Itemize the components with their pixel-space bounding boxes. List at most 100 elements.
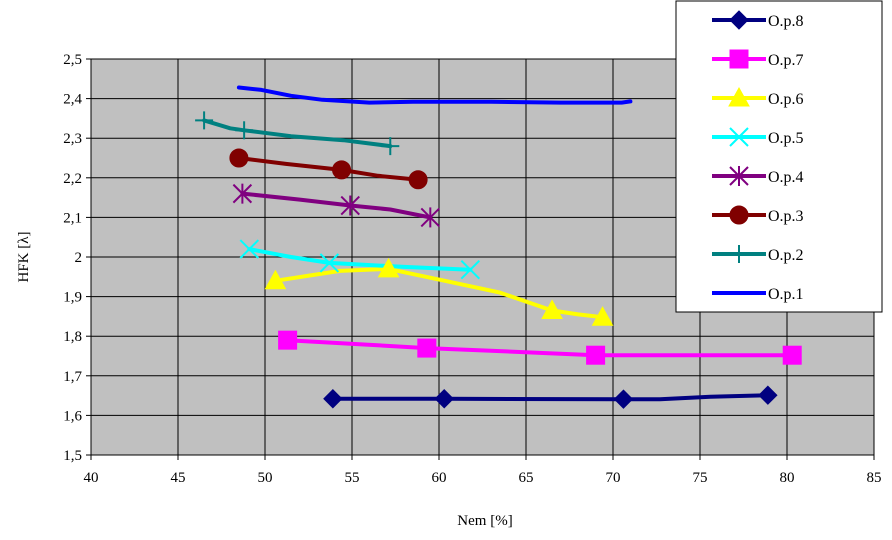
- triangle-marker-shape: [541, 299, 563, 319]
- diamond-marker-shape: [729, 10, 749, 30]
- legend-label: O.p.6: [768, 91, 804, 108]
- point-o-p-4: [232, 183, 253, 204]
- x-tick-label: 70: [606, 470, 621, 486]
- series-line-o-p-1: [236, 85, 633, 105]
- triangle-marker-shape: [728, 86, 750, 107]
- point-o-p-5: [460, 259, 481, 280]
- legend-item-o-p-6: O.p.6: [712, 86, 804, 108]
- diamond-marker-shape: [613, 389, 634, 409]
- circle-marker-shape: [332, 160, 352, 180]
- square-marker-shape: [729, 49, 749, 69]
- legend-marker: [729, 10, 749, 30]
- y-tick-label: 1,8: [63, 329, 82, 345]
- y-tick-label: 2,1: [63, 210, 82, 226]
- series-line-o-p-6: [273, 266, 605, 320]
- point-o-p-4: [340, 195, 360, 216]
- point-o-p-6: [264, 269, 287, 290]
- point-o-p-8: [613, 389, 634, 409]
- point-o-p-3: [229, 148, 249, 168]
- point-o-p-2: [235, 121, 254, 140]
- legend-item-o-p-4: O.p.4: [712, 166, 804, 186]
- point-o-p-5: [239, 239, 260, 259]
- x-tick-label: 50: [258, 470, 273, 486]
- diamond-marker-shape: [323, 389, 343, 409]
- x-tick-label: 40: [84, 470, 99, 486]
- x-tick-label: 60: [432, 470, 447, 486]
- legend-item-o-p-2: O.p.2: [712, 245, 804, 264]
- x-tick-label: 65: [519, 470, 534, 486]
- y-tick-label: 1,7: [63, 369, 82, 385]
- series-line-o-p-8: [330, 393, 770, 402]
- square-marker-shape: [782, 345, 802, 365]
- series-group: [202, 85, 795, 402]
- point-o-p-6: [377, 257, 400, 278]
- legend-label: O.p.7: [768, 52, 804, 69]
- legend-label: O.p.2: [768, 247, 804, 264]
- legend-item-o-p-3: O.p.3: [712, 205, 804, 225]
- y-tick-label: 2,4: [63, 92, 82, 108]
- x-axis-title: Nem [%]: [457, 513, 512, 529]
- legend-marker: [729, 205, 749, 225]
- point-o-p-7: [278, 330, 298, 350]
- x-tick-label: 85: [867, 470, 882, 486]
- legend-item-o-p-7: O.p.7: [712, 49, 804, 69]
- legend-label: O.p.1: [768, 286, 804, 303]
- markers-group: [195, 111, 802, 409]
- point-o-p-7: [417, 338, 437, 358]
- series-line-o-p-7: [285, 338, 795, 358]
- point-o-p-8: [323, 389, 343, 409]
- x-marker-stroke: [239, 239, 260, 259]
- point-o-p-3: [332, 160, 352, 180]
- triangle-marker-shape: [377, 257, 400, 278]
- legend-label: O.p.3: [768, 208, 804, 225]
- point-o-p-3: [408, 170, 428, 190]
- x-marker-stroke: [729, 127, 749, 147]
- diamond-marker-shape: [758, 385, 778, 405]
- legend-marker: [730, 245, 748, 263]
- y-tick-label: 1,5: [63, 448, 82, 464]
- point-o-p-2: [195, 111, 214, 130]
- legend-marker: [728, 86, 750, 107]
- point-o-p-6: [541, 299, 563, 319]
- x-marker-stroke: [460, 259, 481, 280]
- circle-marker-shape: [229, 148, 249, 168]
- circle-marker-shape: [729, 205, 749, 225]
- point-o-p-8: [434, 389, 454, 409]
- x-tick-label: 75: [693, 470, 708, 486]
- y-tick-label: 1,6: [63, 408, 82, 424]
- legend-item-o-p-5: O.p.5: [712, 127, 804, 147]
- y-axis-ticks: 1,5 1,6 1,7 1,8 1,9 2 2,1 2,2 2,3 2,4 2,5: [63, 52, 91, 464]
- point-o-p-7: [782, 345, 802, 365]
- point-o-p-5: [319, 253, 340, 273]
- legend-box: [675, 0, 883, 313]
- x-tick-label: 80: [780, 470, 795, 486]
- square-marker-shape: [417, 338, 437, 358]
- legend-label: O.p.8: [768, 13, 804, 30]
- legend: O.p.8 O.p.7 O.p.6 O.p.5 O.p.4 O.p.3 O.p.2 O.p.1: [675, 0, 883, 313]
- circle-marker-shape: [408, 170, 428, 190]
- legend-marker: [729, 127, 749, 147]
- y-tick-label: 2: [75, 250, 83, 266]
- point-o-p-8: [758, 385, 778, 405]
- legend-item-o-p-8: O.p.8: [712, 10, 804, 30]
- legend-label: O.p.4: [768, 169, 804, 186]
- square-marker-shape: [278, 330, 298, 350]
- y-axis-title: HFK [λ]: [16, 231, 32, 282]
- triangle-marker-shape: [591, 306, 614, 326]
- legend-marker: [729, 166, 749, 186]
- x-axis-ticks: 40 45 50 55 60 65 70 75 80 85: [84, 455, 882, 486]
- x-tick-label: 55: [345, 470, 360, 486]
- y-tick-label: 1,9: [63, 290, 82, 306]
- x-marker-stroke: [319, 253, 340, 273]
- x-tick-label: 45: [171, 470, 186, 486]
- series-line-o-p-2: [202, 118, 393, 149]
- y-tick-label: 2,5: [63, 52, 82, 68]
- point-o-p-7: [586, 345, 606, 365]
- legend-marker: [729, 49, 749, 69]
- legend-item-o-p-1: O.p.1: [712, 286, 804, 303]
- point-o-p-4: [420, 207, 441, 228]
- square-marker-shape: [586, 345, 606, 365]
- y-tick-label: 2,2: [63, 171, 82, 187]
- y-tick-label: 2,3: [63, 131, 82, 147]
